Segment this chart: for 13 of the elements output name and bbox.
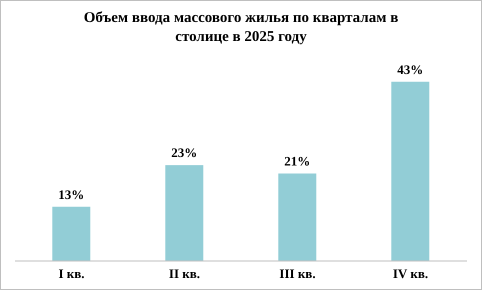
data-label: 13% (58, 186, 84, 202)
x-tick-label: I кв. (58, 266, 85, 282)
bar (165, 165, 204, 261)
x-tick-label: II кв. (168, 266, 200, 282)
chart-title: Объем ввода массового жилья по кварталам в столице в 2025 году (82, 9, 400, 47)
x-tick-label: III кв. (279, 266, 316, 282)
x-tick-label: IV кв. (392, 266, 428, 282)
bar (391, 82, 430, 261)
data-label: 43% (397, 62, 424, 77)
bar (52, 206, 90, 261)
bar (278, 173, 316, 261)
data-label: 23% (171, 145, 198, 160)
data-label: 21% (284, 153, 310, 168)
